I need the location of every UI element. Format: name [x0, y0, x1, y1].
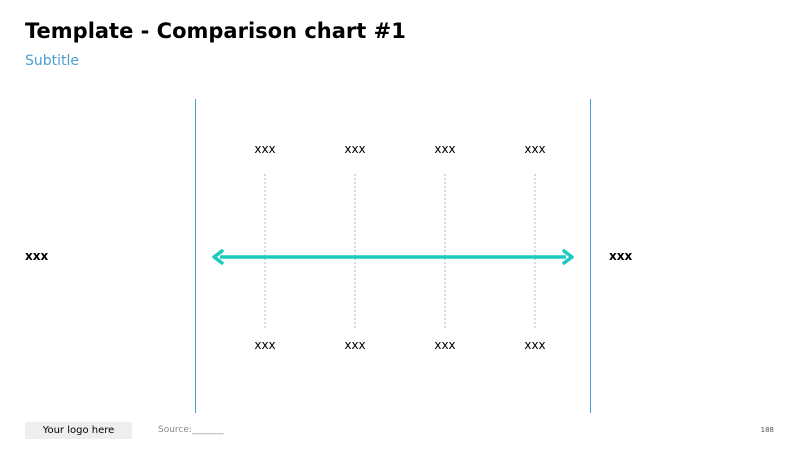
top-label-4: xxx: [524, 142, 545, 156]
left-divider-line: [195, 99, 196, 413]
top-label-3: xxx: [434, 142, 455, 156]
bottom-label-2: xxx: [344, 338, 365, 352]
right-divider-line: [590, 99, 591, 413]
top-labels: xxx xxx xxx xxx: [254, 142, 545, 156]
source-note: Source:_______: [158, 425, 224, 435]
left-label: xxx: [25, 249, 49, 263]
logo-placeholder: Your logo here: [25, 422, 132, 439]
double-headed-arrow: [212, 249, 574, 265]
column-dashed-lines: [264, 174, 536, 328]
bottom-label-1: xxx: [254, 338, 275, 352]
bottom-labels: xxx xxx xxx xxx: [254, 338, 545, 352]
arrow-head-left: [212, 249, 224, 265]
arrow-head-right: [562, 249, 574, 265]
page-title: Template - Comparison chart #1: [25, 19, 406, 43]
bottom-label-3: xxx: [434, 338, 455, 352]
page-number: 188: [760, 426, 774, 434]
page-subtitle: Subtitle: [25, 53, 80, 69]
top-label-2: xxx: [344, 142, 365, 156]
top-label-1: xxx: [254, 142, 275, 156]
bottom-label-4: xxx: [524, 338, 545, 352]
right-label: xxx: [609, 249, 633, 263]
